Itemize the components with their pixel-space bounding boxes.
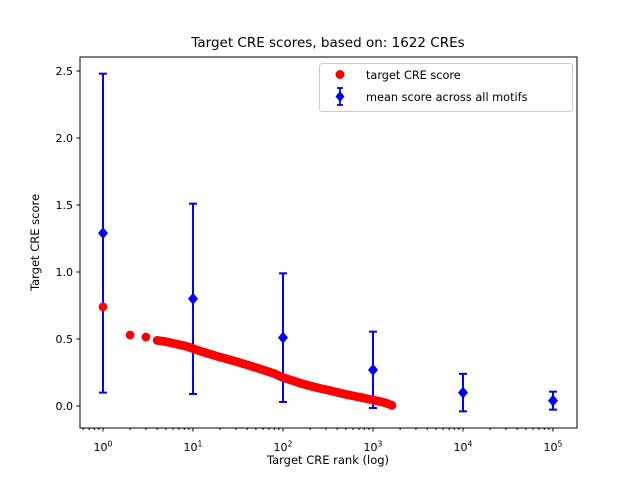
diamond-marker (548, 394, 558, 407)
x-tick-label: 104 (454, 440, 473, 455)
x-tick-label: 103 (364, 440, 383, 455)
x-tick-label: 101 (184, 440, 203, 455)
mean-score-series (98, 72, 558, 413)
y-tick-label: 1.0 (56, 266, 74, 279)
x-tick-label: 102 (274, 440, 293, 455)
plot-area-border (79, 56, 578, 429)
blue-errorbar-point (548, 390, 558, 411)
x-tick-label: 105 (544, 440, 563, 455)
y-tick-label: 0.0 (56, 400, 74, 413)
diamond-marker (188, 292, 198, 305)
x-axis-label: Target CRE rank (log) (266, 453, 389, 467)
y-major-ticks: 0.0 0.5 1.0 1.5 2.0 2.5 (56, 65, 80, 413)
blue-errorbar-point (368, 330, 378, 410)
y-tick-label: 1.5 (56, 199, 74, 212)
red-point (125, 330, 135, 340)
legend-label-target-score: target CRE score (366, 69, 461, 82)
diamond-marker (278, 331, 288, 344)
red-point (385, 400, 395, 409)
y-axis-label: Target CRE score (28, 194, 42, 292)
y-tick-label: 2.5 (56, 65, 74, 78)
x-major-ticks: 100 101 102 103 104 105 (94, 428, 563, 454)
y-tick-label: 0.5 (56, 333, 74, 346)
target-score-series (98, 302, 397, 410)
x-tick-label: 100 (94, 440, 113, 455)
blue-errorbar-point (458, 372, 468, 413)
red-point (141, 332, 151, 342)
y-tick-label: 2.0 (56, 132, 74, 145)
legend-box (319, 63, 573, 112)
legend-circle-marker-icon (335, 70, 345, 79)
diamond-marker (458, 386, 468, 399)
chart-title: Target CRE scores, based on: 1622 CREs (190, 35, 464, 51)
diamond-marker (98, 227, 108, 240)
legend-label-mean-score: mean score across all motifs (366, 91, 528, 104)
diamond-marker (368, 363, 378, 376)
blue-errorbar-point (98, 72, 108, 394)
red-point (98, 302, 108, 312)
x-minor-ticks (82, 428, 550, 430)
legend: target CRE score mean score across all m… (319, 63, 573, 112)
legend-diamond-errorbar-icon (335, 87, 345, 106)
blue-errorbar-point (188, 202, 198, 395)
